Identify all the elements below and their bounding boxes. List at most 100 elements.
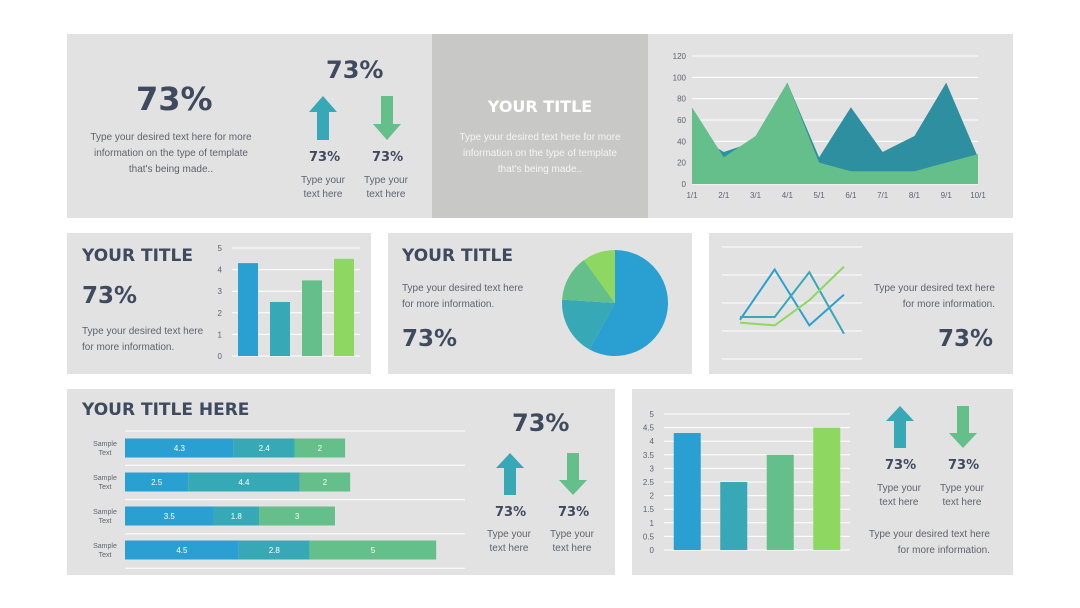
x-tick-label: 2/1 — [718, 191, 730, 200]
pie-slice — [583, 250, 615, 303]
y-tick-label: 2 — [650, 492, 655, 501]
pie-panel-value: 73% — [402, 326, 458, 352]
data-label: 5 — [371, 546, 376, 555]
y-tick-label: Text — [99, 518, 112, 525]
y-tick-label: 0.5 — [643, 532, 655, 541]
down-label: Type your text here — [940, 483, 984, 508]
bar-segment — [294, 438, 346, 458]
data-label: 2.8 — [269, 546, 281, 555]
up-value: 73% — [309, 150, 341, 165]
up-label: Type your text here — [877, 483, 921, 508]
y-tick-label: 5 — [650, 410, 655, 419]
bar — [813, 427, 841, 550]
y-tick-label: 120 — [673, 52, 687, 61]
x-tick-label: 6/1 — [845, 191, 857, 200]
y-tick-label: 1 — [218, 330, 223, 339]
x-tick-label: 4/1 — [782, 191, 794, 200]
line-series — [740, 270, 845, 335]
down-label: Type your text here — [364, 175, 408, 200]
y-tick-label: 2 — [218, 309, 223, 318]
y-tick-label: 4.5 — [643, 424, 655, 433]
data-label: 3 — [295, 512, 300, 521]
pie-slice — [562, 260, 615, 303]
up-label: Type your text here — [487, 529, 531, 554]
bar — [270, 302, 290, 356]
data-label: 2 — [323, 478, 328, 487]
x-tick-label: 7/1 — [877, 191, 889, 200]
y-tick-label: Text — [99, 484, 112, 491]
bar — [673, 433, 701, 550]
line-series — [739, 267, 845, 327]
y-tick-label: 0 — [682, 180, 687, 189]
arrow-down-icon — [373, 96, 401, 140]
y-tick-label: 3 — [218, 287, 223, 296]
bar — [766, 454, 794, 550]
kpi-top-value: 73% — [326, 56, 384, 84]
title-panel — [432, 34, 648, 218]
down-value: 73% — [948, 458, 980, 473]
y-tick-label: Text — [99, 450, 112, 457]
stacked-panel-value: 73% — [512, 409, 570, 437]
bar — [720, 482, 748, 550]
up-value: 73% — [885, 458, 917, 473]
stacked-panel-title: YOUR TITLE HERE — [82, 400, 250, 420]
area-chart: 0 20 40 60 80 100 120 1/1 2/1 3/1 4/1 5/1 6/1 7/1 8/1 9… — [673, 52, 987, 200]
kpi-panel-top-left — [67, 34, 433, 218]
data-label: 4.4 — [238, 478, 250, 487]
bar-segment — [213, 506, 260, 526]
y-tick-label: 4 — [650, 437, 655, 446]
bar-segment — [259, 506, 335, 526]
y-tick-label: 3 — [650, 464, 655, 473]
y-tick-label: 4 — [218, 266, 223, 275]
up-label: Type your text here — [301, 175, 345, 200]
y-tick-label: 60 — [677, 116, 686, 125]
arrow-down-icon — [559, 453, 587, 495]
bar-segment — [125, 506, 214, 526]
y-tick-label: 0 — [650, 546, 655, 555]
bar-segment — [188, 472, 300, 492]
y-tick-label: 2.5 — [643, 478, 655, 487]
x-tick-label: 10/1 — [970, 191, 986, 200]
data-label: 2 — [318, 444, 323, 453]
pie-slice — [589, 250, 668, 356]
y-tick-label: Sample — [93, 441, 117, 448]
y-tick-label: 1.5 — [643, 505, 655, 514]
y-tick-label: 100 — [673, 73, 687, 82]
line-panel-description: Type your desired text here for more inf… — [873, 283, 995, 310]
bar-panel-value: 73% — [82, 283, 138, 309]
pie-chart — [562, 250, 668, 356]
x-tick-label: 5/1 — [814, 191, 826, 200]
arrow-up-icon — [496, 453, 524, 495]
pie-panel-description: Type your desired text here for more inf… — [402, 283, 524, 310]
down-value: 73% — [372, 150, 404, 165]
bar-segment — [309, 540, 437, 560]
title-panel-description: Type your desired text here for more inf… — [459, 132, 621, 175]
line-panel-value: 73% — [938, 326, 994, 352]
y-tick-label: 1 — [650, 519, 655, 528]
bar-segment — [125, 540, 239, 560]
y-tick-label: 20 — [677, 159, 686, 168]
up-value: 73% — [495, 505, 527, 520]
down-label: Type your text here — [550, 529, 594, 554]
area-series — [692, 82, 978, 184]
line-series — [739, 265, 845, 327]
y-tick-label: 3.5 — [643, 451, 655, 460]
data-label: 3.5 — [164, 512, 176, 521]
x-tick-label: 9/1 — [941, 191, 953, 200]
bar-segment — [125, 438, 234, 458]
bar-chart-small: 0 1 2 3 4 5 — [218, 244, 360, 361]
y-tick-label: Sample — [93, 509, 117, 516]
y-tick-label: 0 — [218, 352, 223, 361]
y-tick-label: Sample — [93, 475, 117, 482]
kpi-big-value: 73% — [136, 80, 213, 118]
y-tick-label: 40 — [677, 137, 686, 146]
data-label: 1.8 — [231, 512, 243, 521]
x-tick-label: 8/1 — [909, 191, 921, 200]
bar-segment — [299, 472, 351, 492]
bar-segment — [238, 540, 310, 560]
data-label: 2.5 — [151, 478, 163, 487]
arrow-up-icon — [309, 96, 337, 140]
bar — [302, 280, 322, 356]
kpi-description: Type your desired text here for more inf… — [90, 132, 252, 175]
line-chart — [722, 246, 862, 360]
